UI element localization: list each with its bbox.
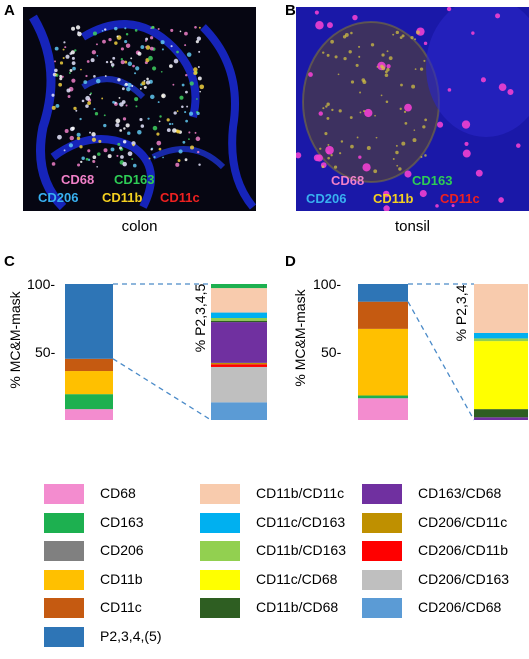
legend-label: CD11b/CD68 [256, 599, 339, 615]
legend-swatch [362, 541, 402, 561]
legend-swatch [44, 484, 84, 504]
tissue-label-tonsil: tonsil [394, 218, 431, 235]
right-bar-label: % P2,3,4 [453, 284, 469, 341]
legend-label: CD163 [100, 513, 144, 530]
marker-cd68-a: CD68 [61, 172, 95, 187]
left-bar-segment-cd11c [65, 358, 113, 372]
right-bar-segment-cd11b-cd163 [474, 338, 528, 342]
right-bar-segment-cd11c-cd68 [474, 341, 528, 410]
right-bar-segment-cd206-cd68 [211, 402, 267, 420]
marker-cd11c-b: CD11c [440, 191, 480, 206]
legend-label: CD206/CD11c [418, 513, 508, 530]
left-bar-segment-cd163 [358, 395, 408, 399]
tonsil-micrograph [296, 7, 529, 211]
marker-cd206-b: CD206 [306, 191, 347, 206]
marker-cd11b-b: CD11b [373, 191, 414, 206]
legend-swatch [44, 598, 84, 618]
y-tick-100: 100- [27, 276, 55, 292]
legend-label: CD11b/CD163 [256, 542, 347, 558]
legend-swatch [362, 598, 402, 618]
marker-cd163-a: CD163 [114, 172, 155, 187]
right-bar-segment-cd11b-cd68 [211, 320, 267, 323]
legend-label: CD206/CD163 [418, 570, 510, 587]
legend-swatch [200, 541, 240, 561]
connector-bottom [407, 301, 475, 421]
left-bar-segment-cd11b [358, 328, 408, 396]
y-tick-50: 50- [321, 344, 342, 360]
y-tick-100: 100- [313, 276, 341, 292]
marker-cd11b-a: CD11b [102, 190, 143, 205]
right-bar-segment-cd11c-cd163 [474, 332, 528, 339]
panel-letter-c: C [4, 253, 15, 270]
legend-swatch [200, 484, 240, 504]
colon-micrograph [23, 7, 256, 211]
panel-letter-d: D [285, 253, 296, 270]
right-bar-segment-cd163-cd68 [211, 322, 267, 363]
tissue-label-colon: colon [121, 218, 158, 235]
panel-letter-a: A [4, 2, 15, 19]
marker-cd11c-a: CD11c [160, 190, 200, 205]
right-bar-segment-cd11b-cd68 [474, 409, 528, 418]
legend-swatch [362, 484, 402, 504]
legend-label: P2,3,4,(5) [100, 627, 162, 644]
marker-cd206-a: CD206 [38, 190, 79, 205]
legend-swatch [200, 598, 240, 618]
right-bar-segment-cd206-cd163 [211, 366, 267, 403]
legend-swatch [44, 626, 84, 647]
legend-label: CD206/CD11b [418, 542, 509, 558]
right-bar-segment-cd206-cd11c [211, 362, 267, 365]
left-bar-segment-cd11b [65, 371, 113, 395]
chart-d: % MC&M-mask 100- 50- % P2,3,4 [292, 276, 528, 421]
left-bar-segment-cd68 [358, 398, 408, 420]
right-bar-segment-cd206-cd11b [211, 364, 267, 367]
left-bar-segment-p2-3-4-5- [358, 284, 408, 302]
left-bar-segment-p2-3-4-5- [65, 284, 113, 359]
legend-label: CD163/CD68 [418, 485, 502, 501]
right-bar-segment-cd163-top [211, 284, 267, 289]
right-bar-segment-cd11c-cd163 [211, 312, 267, 318]
y-axis-label: % MC&M-mask [292, 288, 308, 386]
marker-cd163-b: CD163 [412, 173, 453, 188]
legend-label: CD11c [100, 599, 142, 615]
legend-swatch [200, 569, 240, 590]
y-tick-50: 50- [35, 344, 56, 360]
right-bar-segment-cd11b-cd11c [211, 288, 267, 313]
legend-label: CD11c/CD163 [256, 513, 346, 530]
left-bar-segment-cd11c [358, 301, 408, 329]
left-bar-segment-cd163 [65, 394, 113, 410]
y-axis-label: % MC&M-mask [7, 290, 23, 388]
legend-label: CD11b/CD11c [256, 485, 345, 501]
legend-label: CD11b [100, 570, 143, 587]
right-bar-label: % P2,3,4,5 [192, 284, 208, 353]
legend-swatch [362, 512, 402, 533]
legend-label: CD206/CD68 [418, 599, 502, 615]
marker-cd68-b: CD68 [331, 173, 365, 188]
right-bar-segment-cd11b-cd163 [211, 318, 267, 321]
legend-label: CD11c/CD68 [256, 570, 338, 587]
legend-swatch [44, 512, 84, 533]
legend-swatch [44, 541, 84, 561]
legend-swatch [200, 512, 240, 533]
right-bar-segment-cd11b-cd11c [474, 284, 528, 333]
right-bar-segment-cd163-cd68 [474, 417, 528, 420]
legend-swatch [362, 569, 402, 590]
legend-label: CD68 [100, 485, 136, 501]
legend-swatch [44, 569, 84, 590]
left-bar-segment-cd68 [65, 409, 113, 420]
legend-label: CD206 [100, 542, 144, 558]
connector-bottom [112, 358, 212, 421]
panel-letter-b: B [285, 2, 296, 19]
